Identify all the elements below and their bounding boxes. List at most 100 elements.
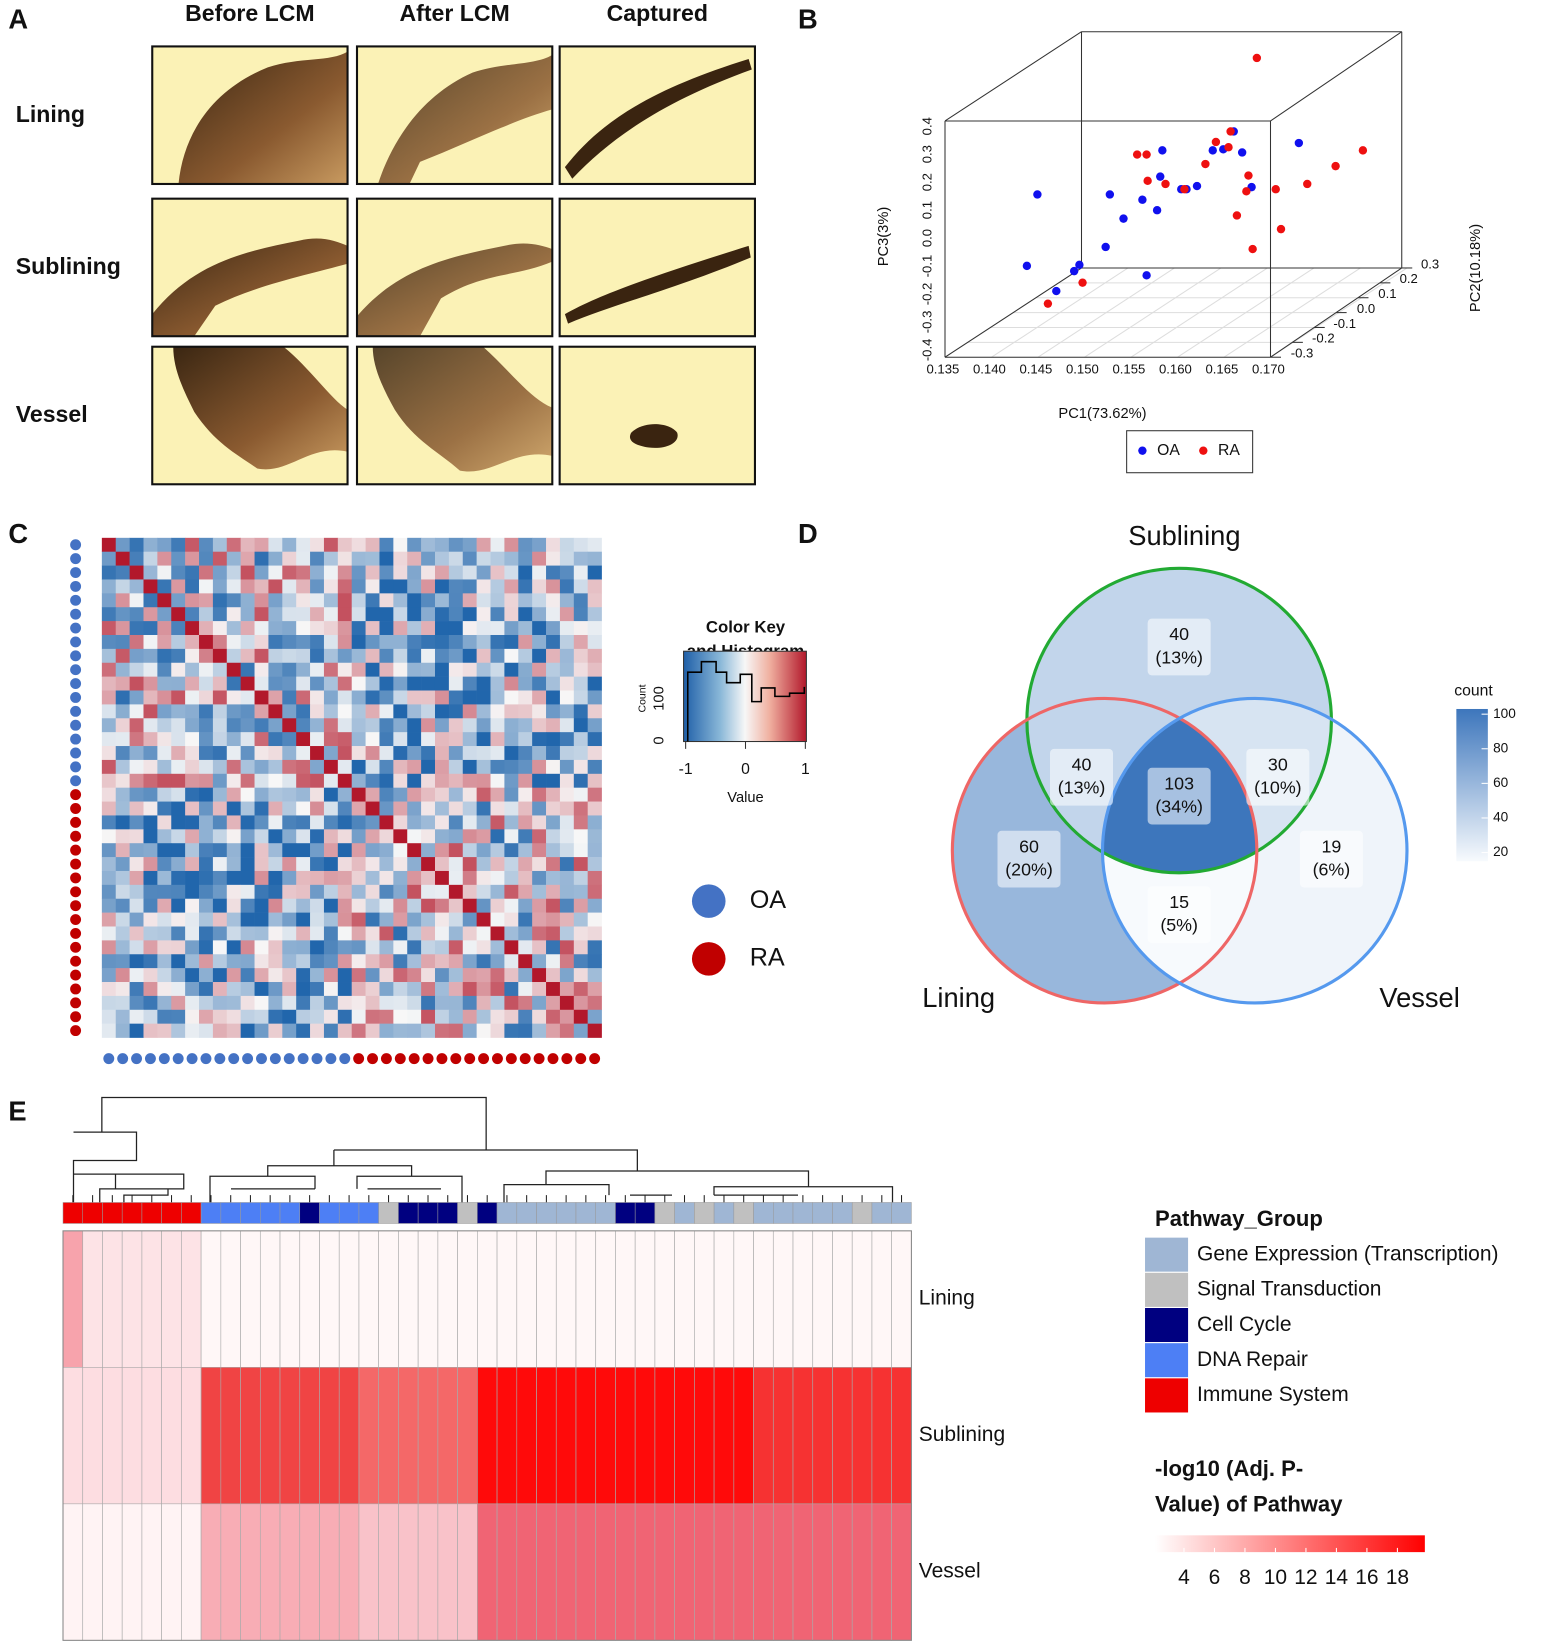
- heatmap-cell: [532, 857, 547, 872]
- annotation-cell: [279, 1202, 301, 1224]
- heatmap-cell: [504, 912, 519, 927]
- heatmap-cell: [518, 746, 533, 761]
- heatmap-cell: [129, 884, 144, 900]
- heatmap-cell: [407, 662, 422, 677]
- heatmap-cell: [171, 926, 186, 941]
- heatmap-cell: [282, 593, 297, 608]
- heatmap-cell: [532, 926, 547, 941]
- heatmap-cell: [393, 982, 408, 997]
- scatter-point: [1156, 172, 1165, 181]
- heatmap-cell: [518, 912, 533, 927]
- heatmap-cell: [407, 648, 422, 664]
- scatter-point: [1252, 53, 1262, 63]
- heatmap-cell: [587, 676, 602, 691]
- pathway-cell: [62, 1367, 84, 1505]
- value-label: Value: [727, 790, 763, 806]
- pathway-cell: [279, 1367, 301, 1505]
- heatmap-cell: [393, 593, 408, 608]
- group-dot: [70, 733, 82, 745]
- heatmap-cell: [546, 732, 561, 747]
- scatter-point: [1211, 137, 1221, 147]
- heatmap-cell: [268, 718, 283, 733]
- heatmap-cell: [573, 621, 588, 636]
- heatmap-cell: [240, 884, 255, 900]
- heatmap-cell: [115, 648, 130, 664]
- heatmap-cell: [337, 704, 353, 719]
- heatmap-cell: [323, 732, 339, 747]
- heatmap-cell: [157, 773, 172, 788]
- heatmap-cell: [379, 884, 394, 900]
- heatmap-cell: [490, 995, 505, 1011]
- scale-tick-label: 10: [1264, 1566, 1287, 1589]
- pathway-cell: [82, 1367, 103, 1505]
- heatmap-cell: [490, 662, 505, 677]
- heatmap-cell: [268, 634, 283, 650]
- heatmap-cell: [268, 995, 283, 1011]
- heatmap-cell: [282, 926, 297, 941]
- heatmap-cell: [421, 773, 436, 788]
- heatmap-cell: [587, 843, 602, 858]
- heatmap-cell: [254, 898, 269, 913]
- heatmap-cell: [462, 551, 477, 566]
- heatmap-cell: [379, 662, 394, 677]
- heatmap-cell: [379, 607, 394, 622]
- count-tick-label: 100: [651, 686, 667, 711]
- heatmap-cell: [559, 884, 575, 900]
- heatmap-cell: [504, 690, 519, 705]
- heatmap-cell: [268, 898, 283, 913]
- heatmap-cell: [407, 593, 422, 608]
- heatmap-cell: [559, 593, 575, 608]
- micrograph: [558, 345, 756, 486]
- x-tick-label: 0.155: [1112, 361, 1145, 376]
- group-dot: [70, 844, 82, 856]
- heatmap-cell: [559, 870, 575, 886]
- heatmap-cell: [462, 787, 477, 802]
- pathway-cell: [417, 1367, 439, 1505]
- heatmap-cell: [351, 787, 366, 802]
- heatmap-cell: [101, 732, 117, 747]
- heatmap-cell: [379, 787, 394, 802]
- micrograph-border: [151, 197, 349, 338]
- set-label: Sublining: [1128, 520, 1240, 551]
- pathway-cell: [121, 1503, 143, 1641]
- correlation-heatmap: [101, 537, 602, 1038]
- heatmap-cell: [421, 690, 436, 705]
- heatmap-cell: [462, 704, 477, 719]
- group-dot: [70, 622, 82, 634]
- pathway-cell: [102, 1230, 123, 1368]
- heatmap-cell: [407, 968, 422, 983]
- heatmap-cell: [587, 1023, 602, 1038]
- pathway-cell: [555, 1230, 577, 1368]
- heatmap-cell: [448, 662, 464, 677]
- heatmap-cell: [476, 829, 491, 844]
- heatmap-cell: [101, 870, 117, 886]
- heatmap-cell: [254, 634, 269, 650]
- heatmap-cell: [476, 634, 491, 650]
- heatmap-cell: [518, 815, 533, 830]
- heatmap-cell: [546, 940, 561, 955]
- annotation-cell: [516, 1202, 537, 1224]
- heatmap-cell: [268, 815, 283, 830]
- heatmap-cell: [185, 593, 200, 608]
- heatmap-cell: [240, 954, 255, 969]
- heatmap-cell: [434, 690, 450, 705]
- heatmap-cell: [532, 690, 547, 705]
- legend-swatch: [1143, 1342, 1190, 1379]
- group-dot: [70, 914, 82, 926]
- heatmap-cell: [462, 982, 477, 997]
- heatmap-cell: [240, 676, 255, 691]
- scatter-point: [1244, 171, 1253, 180]
- scatter-point: [1075, 260, 1084, 270]
- heatmap-cell: [323, 648, 339, 664]
- pathway-cell: [259, 1503, 281, 1641]
- pathway-cell: [516, 1230, 537, 1368]
- color-key-title: Color Key: [706, 618, 786, 637]
- heatmap-cell: [393, 857, 408, 872]
- heatmap-cell: [407, 843, 422, 858]
- heatmap-cell: [532, 1023, 547, 1038]
- heatmap-cell: [546, 773, 561, 788]
- heatmap-cell: [268, 690, 283, 705]
- heatmap-cell: [379, 843, 394, 858]
- heatmap-cell: [157, 940, 172, 955]
- heatmap-cell: [490, 912, 505, 927]
